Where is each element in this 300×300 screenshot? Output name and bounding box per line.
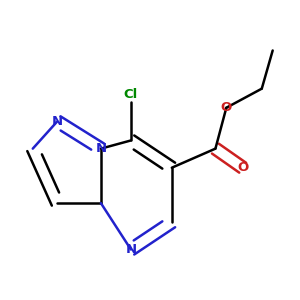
Text: O: O xyxy=(237,161,248,174)
Text: N: N xyxy=(95,142,106,155)
Text: O: O xyxy=(221,101,232,114)
Text: Cl: Cl xyxy=(124,88,138,100)
Text: N: N xyxy=(52,115,63,128)
Text: N: N xyxy=(125,243,136,256)
